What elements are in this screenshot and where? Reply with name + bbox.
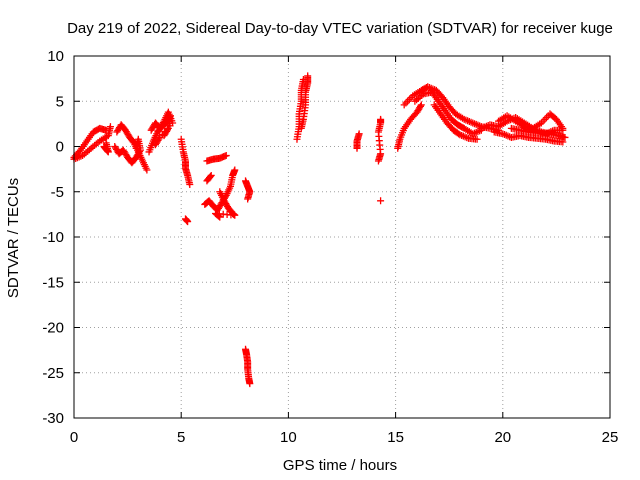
series-arc-j3 <box>495 110 567 132</box>
x-tick-label: 20 <box>494 429 511 446</box>
data-point-marker <box>473 135 481 143</box>
data-point-marker <box>215 212 223 220</box>
series-arc-h3 <box>377 197 385 205</box>
series-arc-i4 <box>430 101 481 143</box>
series-arc-j4 <box>507 124 567 138</box>
series-arc-e1 <box>203 152 230 165</box>
data-point-marker <box>355 130 363 138</box>
data-point-marker <box>559 126 567 134</box>
data-point-marker <box>417 101 425 109</box>
y-tick-label: 0 <box>56 139 64 156</box>
data-point-marker <box>246 380 254 388</box>
data-point-marker <box>143 166 151 174</box>
series-arc-a2 <box>70 123 114 163</box>
x-tick-label: 0 <box>70 429 78 446</box>
data-point-marker <box>304 72 312 80</box>
series-arc-a1 <box>70 124 110 161</box>
x-tick-label: 10 <box>280 429 297 446</box>
data-point-marker <box>244 195 252 203</box>
data-point-marker <box>102 139 110 147</box>
data-point-marker <box>151 141 159 149</box>
series-arc-d2 <box>181 215 192 226</box>
series-arc-b2 <box>111 135 144 167</box>
series-arc-h1 <box>353 130 363 152</box>
data-point-marker <box>416 102 424 110</box>
data-point-marker <box>132 144 140 152</box>
y-axis-label: SDTVAR / TECUs <box>5 178 22 298</box>
data-point-marker <box>559 138 567 146</box>
x-tick-label: 25 <box>602 429 619 446</box>
x-tick-label: 15 <box>387 429 404 446</box>
series-arc-d1 <box>177 135 194 189</box>
series-arc-f2 <box>242 345 254 388</box>
series-arc-f1 <box>242 177 254 203</box>
data-point-marker <box>561 133 569 141</box>
data-point-marker <box>184 218 192 226</box>
y-tick-label: -30 <box>42 410 64 427</box>
series-arc-e4 <box>212 188 239 221</box>
y-tick-label: -25 <box>42 365 64 382</box>
data-point-marker <box>106 123 114 131</box>
data-point-marker <box>216 213 224 221</box>
series-arc-c2 <box>147 108 177 149</box>
data-point-marker <box>231 166 239 174</box>
axis-ticks <box>73 55 611 419</box>
series-arc-a3 <box>100 139 112 156</box>
y-tick-label: -15 <box>42 274 64 291</box>
data-point-marker <box>222 152 230 160</box>
data-point-marker <box>186 181 194 189</box>
chart-title: Day 219 of 2022, Sidereal Day-to-day VTE… <box>67 20 613 37</box>
data-point-marker <box>377 115 385 123</box>
series-arc-e2 <box>203 171 215 185</box>
x-tick-label: 5 <box>177 429 185 446</box>
series-arc-h2 <box>374 115 385 165</box>
data-point-marker <box>377 197 385 205</box>
data-point-marker <box>152 139 160 147</box>
y-tick-label: -10 <box>42 229 64 246</box>
series-arc-g2 <box>297 72 312 132</box>
y-tick-label: 5 <box>56 93 64 110</box>
data-point-marker <box>455 130 463 138</box>
y-tick-label: -20 <box>42 320 64 337</box>
x-axis-label: GPS time / hours <box>283 457 397 474</box>
series-arc-i3 <box>411 88 485 138</box>
data-point-marker <box>207 171 215 179</box>
y-tick-label: 10 <box>47 48 64 65</box>
data-point-marker <box>299 76 307 84</box>
data-points <box>70 72 569 388</box>
series-arc-j2 <box>490 128 567 146</box>
axis-tick-labels: 0 5 10 15 20 25 10 5 0 -5 -10 -15 -20 -25 -30 <box>42 48 618 446</box>
series-arc-i1 <box>394 101 425 152</box>
data-point-marker <box>206 173 214 181</box>
y-tick-label: -5 <box>51 184 64 201</box>
